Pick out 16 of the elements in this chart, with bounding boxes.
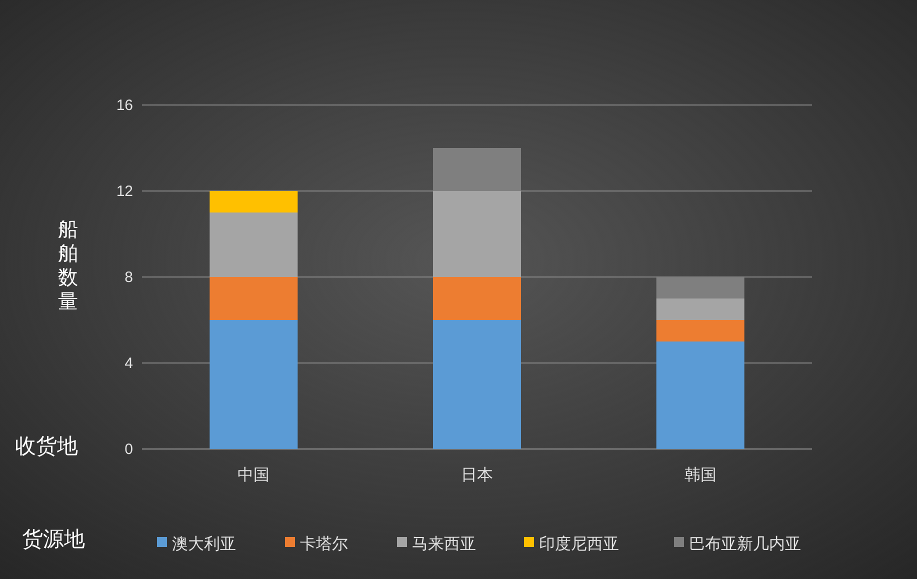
legend-label: 澳大利亚 (172, 535, 236, 553)
y-tick-label: 16 (116, 97, 133, 114)
legend-label: 卡塔尔 (300, 535, 348, 553)
y-tick-label: 12 (116, 183, 133, 200)
legend-title: 货源地 (22, 528, 85, 551)
x-axis-title: 收货地 (15, 435, 78, 458)
x-tick-label: 中国 (238, 466, 270, 484)
y-axis-title: 船舶数量 (58, 219, 78, 313)
y-tick-label: 0 (124, 441, 133, 458)
legend-label: 马来西亚 (412, 535, 476, 553)
legend-label: 巴布亚新几内亚 (689, 535, 801, 553)
y-tick-label: 8 (124, 269, 133, 286)
x-tick-label: 日本 (461, 466, 493, 484)
x-tick-label: 韩国 (684, 466, 716, 484)
y-tick-label: 4 (124, 355, 133, 372)
legend-label: 印度尼西亚 (539, 535, 619, 553)
